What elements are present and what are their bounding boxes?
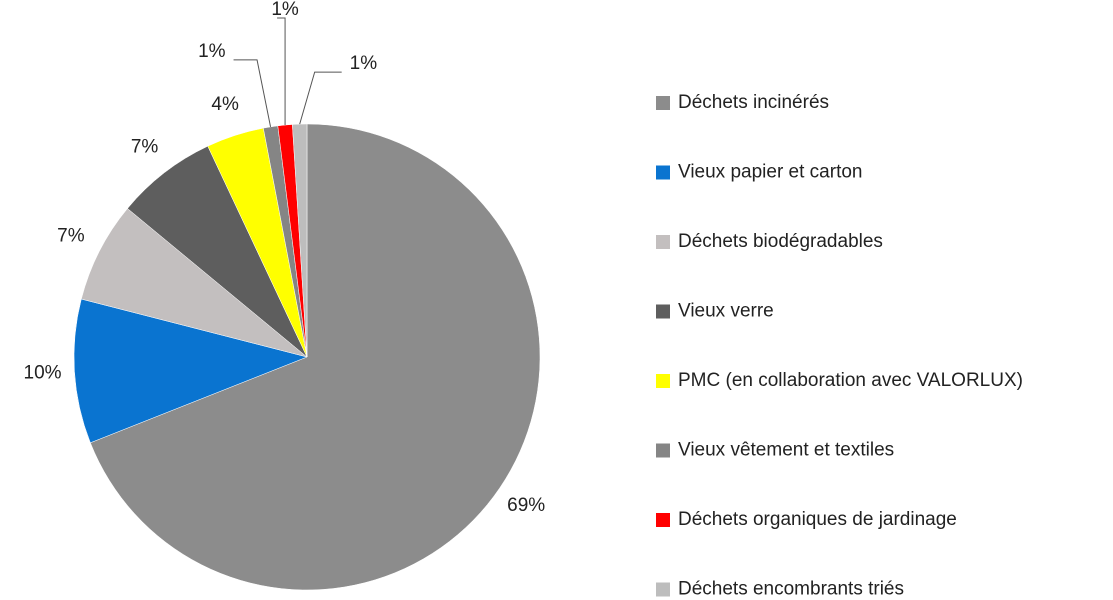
data-label: 69% <box>507 495 545 516</box>
legend-swatch <box>656 582 670 597</box>
pie-slice <box>127 145 308 358</box>
data-label: 1% <box>198 41 226 62</box>
data-label: 4% <box>211 94 239 115</box>
data-label: 7% <box>131 137 159 158</box>
pie-slice <box>90 123 541 591</box>
legend-label: Vieux vêtement et textiles <box>678 440 894 461</box>
legend-swatch <box>656 235 670 249</box>
legend-label: Déchets organiques de jardinage <box>678 509 957 530</box>
data-label: 7% <box>57 226 85 247</box>
leader-line <box>299 71 342 125</box>
legend-label: Déchets biodégradables <box>678 231 883 252</box>
legend-swatch <box>656 304 670 319</box>
legend-label: Déchets incinérés <box>678 92 829 113</box>
legend-label: Déchets encombrants triés <box>678 579 904 600</box>
data-label: 1% <box>350 53 378 74</box>
legend-label: Vieux papier et carton <box>678 162 863 183</box>
pie-slice <box>292 123 308 358</box>
legend-swatch <box>656 443 670 458</box>
legend-swatch <box>656 513 670 527</box>
pie-slice <box>81 208 308 358</box>
pie-slice <box>73 298 308 444</box>
leader-line <box>233 59 272 127</box>
data-label: 1% <box>271 0 299 20</box>
legend-swatch <box>656 96 670 110</box>
legend-swatch <box>656 165 670 180</box>
legend-label: Vieux verre <box>678 301 774 322</box>
data-label: 10% <box>24 363 62 384</box>
leader-line <box>277 17 286 126</box>
legend-label: PMC (en collaboration avec VALORLUX) <box>678 370 1023 391</box>
legend-swatch <box>656 374 670 388</box>
